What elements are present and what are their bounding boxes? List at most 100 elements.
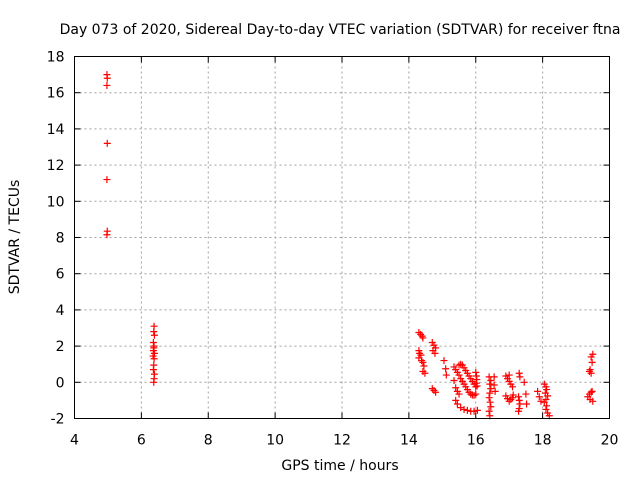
data-point-plus-marker bbox=[460, 405, 468, 413]
data-point-plus-marker bbox=[486, 398, 494, 406]
data-point-plus-marker bbox=[440, 357, 448, 365]
data-point-plus-marker bbox=[523, 400, 531, 408]
data-point-plus-marker bbox=[450, 376, 458, 384]
data-point-plus-marker bbox=[535, 393, 543, 401]
y-tick-label: 2 bbox=[56, 339, 65, 355]
data-point-plus-marker bbox=[472, 383, 480, 391]
x-tick-label: 4 bbox=[70, 433, 79, 449]
data-point-plus-marker bbox=[453, 400, 461, 408]
data-point-plus-marker bbox=[470, 391, 478, 399]
data-point-plus-marker bbox=[487, 385, 495, 393]
data-point-plus-marker bbox=[544, 392, 552, 400]
data-point-plus-marker bbox=[485, 407, 493, 415]
data-point-plus-marker bbox=[472, 368, 480, 376]
data-point-plus-marker bbox=[534, 387, 542, 395]
data-point-plus-marker bbox=[473, 406, 481, 414]
data-point-plus-marker bbox=[432, 388, 440, 396]
data-point-plus-marker bbox=[455, 361, 463, 369]
data-point-plus-marker bbox=[515, 407, 523, 415]
data-point-plus-marker bbox=[587, 388, 595, 396]
y-tick-label: 18 bbox=[47, 50, 65, 66]
data-point-plus-marker bbox=[516, 400, 524, 408]
chart-title: Day 073 of 2020, Sidereal Day-to-day VTE… bbox=[60, 22, 621, 38]
data-point-plus-marker bbox=[537, 397, 545, 405]
data-point-plus-marker bbox=[585, 367, 593, 375]
data-points bbox=[103, 71, 597, 420]
data-point-plus-marker bbox=[515, 396, 523, 404]
data-point-plus-marker bbox=[430, 386, 438, 394]
y-tick-label: -2 bbox=[51, 412, 65, 428]
y-tick-label: 12 bbox=[47, 158, 65, 174]
data-point-plus-marker bbox=[490, 373, 498, 381]
data-point-plus-marker bbox=[486, 380, 494, 388]
data-point-plus-marker bbox=[421, 369, 429, 377]
x-tick-labels: 4 6 8 10 12 14 16 18 20 bbox=[70, 433, 618, 449]
data-point-plus-marker bbox=[103, 231, 111, 239]
data-point-plus-marker bbox=[520, 378, 528, 386]
data-point-plus-marker bbox=[452, 384, 460, 392]
y-tick-label: 16 bbox=[47, 86, 65, 102]
y-tick-label: 6 bbox=[56, 267, 65, 283]
data-point-plus-marker bbox=[103, 139, 111, 147]
data-point-plus-marker bbox=[473, 382, 481, 390]
x-tick-label: 12 bbox=[333, 433, 351, 449]
gridlines bbox=[74, 56, 610, 419]
data-point-plus-marker bbox=[103, 176, 111, 184]
data-point-plus-marker bbox=[509, 391, 517, 399]
data-point-plus-marker bbox=[150, 331, 158, 339]
data-point-plus-marker bbox=[418, 332, 426, 340]
y-tick-label: 8 bbox=[56, 231, 65, 247]
y-axis-label: SDTVAR / TECUs bbox=[7, 180, 23, 295]
data-point-plus-marker bbox=[505, 371, 513, 379]
y-tick-labels: -2 0 2 4 6 8 10 12 14 16 18 bbox=[47, 50, 65, 428]
data-point-plus-marker bbox=[149, 366, 157, 374]
y-tick-label: 4 bbox=[56, 303, 65, 319]
data-point-plus-marker bbox=[472, 390, 480, 398]
x-tick-label: 16 bbox=[467, 433, 485, 449]
data-point-plus-marker bbox=[428, 385, 436, 393]
data-point-plus-marker bbox=[431, 349, 439, 357]
data-point-plus-marker bbox=[457, 404, 465, 412]
data-point-plus-marker bbox=[103, 74, 111, 82]
data-point-plus-marker bbox=[463, 406, 471, 414]
data-point-plus-marker bbox=[543, 402, 551, 410]
y-tick-label: 10 bbox=[47, 194, 65, 210]
data-point-plus-marker bbox=[515, 369, 523, 377]
data-point-plus-marker bbox=[587, 369, 595, 377]
x-tick-label: 10 bbox=[266, 433, 284, 449]
data-point-plus-marker bbox=[487, 376, 495, 384]
data-point-plus-marker bbox=[455, 390, 463, 398]
data-point-plus-marker bbox=[491, 387, 499, 395]
data-point-plus-marker bbox=[516, 373, 524, 381]
data-point-plus-marker bbox=[415, 329, 423, 337]
data-point-plus-marker bbox=[543, 386, 551, 394]
data-point-plus-marker bbox=[442, 365, 450, 373]
y-tick-label: 14 bbox=[47, 122, 65, 138]
data-point-plus-marker bbox=[522, 390, 530, 398]
plot-frame bbox=[74, 56, 610, 419]
x-tick-label: 8 bbox=[204, 433, 213, 449]
data-point-plus-marker bbox=[452, 396, 460, 404]
data-point-plus-marker bbox=[457, 360, 465, 368]
data-point-plus-marker bbox=[589, 397, 597, 405]
data-point-plus-marker bbox=[470, 407, 478, 415]
data-point-plus-marker bbox=[515, 393, 523, 401]
data-point-plus-marker bbox=[485, 394, 493, 402]
data-point-plus-marker bbox=[589, 350, 597, 358]
data-point-plus-marker bbox=[540, 398, 548, 406]
x-tick-label: 14 bbox=[400, 433, 418, 449]
x-tick-label: 20 bbox=[601, 433, 619, 449]
data-point-plus-marker bbox=[509, 383, 517, 391]
data-point-plus-marker bbox=[420, 362, 428, 370]
data-point-plus-marker bbox=[586, 366, 594, 374]
x-axis-label: GPS time / hours bbox=[281, 458, 398, 474]
data-point-plus-marker bbox=[419, 358, 427, 366]
x-tick-label: 18 bbox=[534, 433, 552, 449]
y-tick-label: 0 bbox=[56, 375, 65, 391]
data-point-plus-marker bbox=[150, 328, 158, 336]
data-point-plus-marker bbox=[490, 381, 498, 389]
data-point-plus-marker bbox=[588, 358, 596, 366]
data-point-plus-marker bbox=[486, 389, 494, 397]
data-point-plus-marker bbox=[150, 355, 158, 363]
